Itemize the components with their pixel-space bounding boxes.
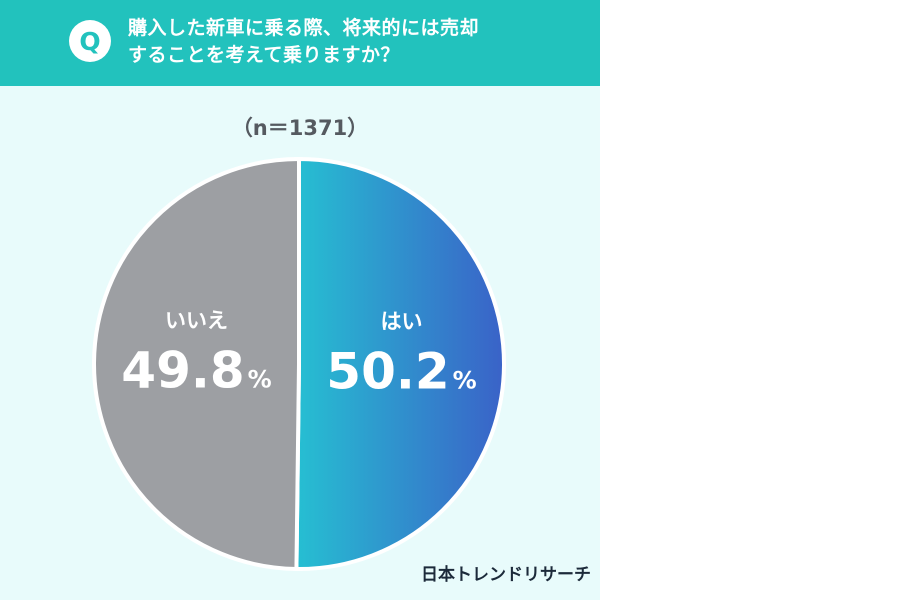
slice-value-no: 49.8% — [121, 341, 271, 399]
pie-slice-no — [91, 157, 301, 571]
brand-logo: 日本トレンドリサーチ — [421, 565, 591, 585]
question-text: 購入した新車に乗る際、将来的には売却 することを考えて乗りますか？ — [128, 15, 479, 69]
slice-label-yes: はい — [380, 310, 422, 334]
question-header: Q 購入した新車に乗る際、将来的には売却 することを考えて乗りますか？ — [0, 0, 600, 86]
question-line-2: することを考えて乗りますか？ — [128, 44, 401, 66]
q-badge-icon: Q — [69, 20, 111, 62]
question-line-1: 購入した新車に乗る際、将来的には売却 — [128, 17, 480, 39]
pie-slice-yes — [294, 157, 506, 571]
slice-label-no: いいえ — [165, 308, 228, 332]
slice-value-yes: 50.2% — [326, 343, 476, 401]
sample-size-label: （n＝1371） — [231, 116, 369, 140]
chart-panel: Q 購入した新車に乗る際、将来的には売却 することを考えて乗りますか？ （n＝1… — [0, 0, 600, 600]
pie-chart: はい 50.2 % いいえ 49.8% — [91, 157, 506, 571]
